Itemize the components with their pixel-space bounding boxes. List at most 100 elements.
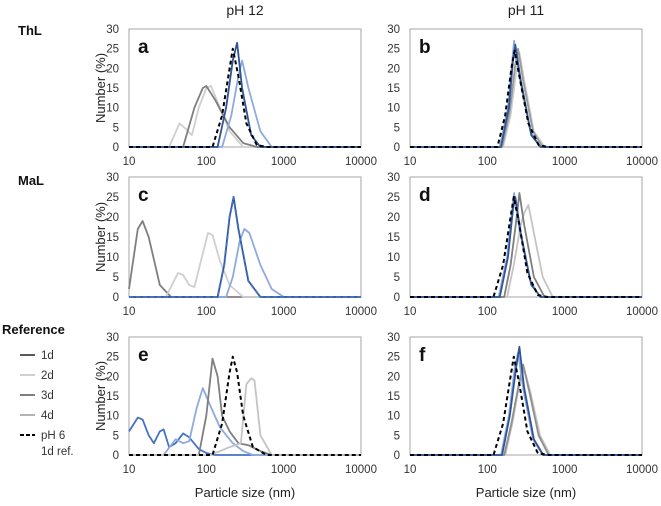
x-tick-label: 10: [404, 306, 417, 318]
x-tick-label: 10000: [626, 306, 658, 318]
x-tick-label: 100: [197, 306, 216, 318]
column-title-ph12: pH 12: [226, 2, 264, 18]
y-tick-label: 15: [106, 232, 119, 244]
series-line-1d: [410, 196, 642, 298]
legend: 1d 2d 3d 4d pH 6 1d ref.: [20, 350, 74, 458]
plot-area: [128, 176, 362, 298]
y-tick-label: 30: [106, 332, 119, 344]
x-tick-label: 10: [404, 156, 417, 168]
legend-label: 3d: [41, 390, 54, 402]
x-tick-label: 1000: [552, 306, 578, 318]
x-tick-label: 10: [123, 306, 136, 318]
x-tick-label: 1000: [552, 156, 578, 168]
y-tick-label: 20: [387, 63, 400, 75]
series-line-3d: [410, 192, 642, 298]
x-tick-label: 100: [197, 464, 216, 476]
x-tick-label: 10000: [345, 464, 377, 476]
y-tick-label: 30: [387, 332, 400, 344]
series-line-ph-6-1d-ref-: [410, 49, 642, 148]
x-tick-label: 10000: [345, 156, 377, 168]
y-tick-label: 0: [113, 292, 119, 304]
panel-letter: c: [138, 185, 149, 206]
series-line-3d: [410, 47, 642, 148]
series-line-ph-6-1d-ref-: [410, 196, 642, 298]
y-tick-label: 30: [106, 172, 119, 184]
y-tick-label: 15: [387, 232, 400, 244]
y-tick-label: 25: [106, 192, 119, 204]
legend-label: pH 6: [41, 430, 65, 442]
y-tick-label: 0: [113, 450, 119, 462]
y-tick-label: 10: [106, 411, 119, 423]
series-line-4d: [129, 59, 361, 148]
y-tick-label: 5: [113, 122, 119, 134]
y-tick-label: 5: [113, 430, 119, 442]
y-tick-label: 10: [106, 103, 119, 115]
panel-b: 0 5 10 15 20 25 30 10 100 1000 10000 b: [387, 24, 658, 168]
y-tick-label: 15: [106, 83, 119, 95]
column-title-ph11: pH 11: [508, 2, 545, 18]
panel-letter: f: [419, 345, 426, 366]
row-label-reference: Reference: [2, 322, 65, 337]
y-tick-label: 15: [387, 83, 400, 95]
panel-letter: b: [419, 37, 431, 58]
series-line-2d: [129, 85, 361, 148]
panel-d: 0 5 10 15 20 25 30 10 100 1000 10000 d: [387, 172, 658, 318]
series-line-ph-6-1d-ref-: [129, 355, 361, 456]
y-tick-label: 30: [387, 172, 400, 184]
y-tick-label: 10: [387, 411, 400, 423]
panel-letter: a: [138, 37, 149, 58]
series-line-4d: [129, 228, 361, 298]
x-tick-label: 10: [123, 156, 136, 168]
row-label-thl: ThL: [18, 23, 42, 38]
legend-label: 4d: [41, 410, 54, 422]
series-line-3d: [129, 85, 361, 148]
series-line-2d: [410, 204, 642, 298]
panel-c: 0 5 10 15 20 25 30 10 100 1000 10000 c Number (%): [93, 172, 377, 318]
panel-letter: d: [419, 185, 431, 206]
series-line-3d: [410, 363, 642, 456]
x-tick-label: 100: [197, 156, 216, 168]
y-tick-label: 15: [106, 391, 119, 403]
row-label-mal: MaL: [18, 173, 44, 188]
y-tick-label: 5: [394, 122, 400, 134]
y-tick-label: 20: [106, 212, 119, 224]
y-tick-label: 20: [387, 371, 400, 383]
legend-label: 1d ref.: [41, 446, 74, 458]
y-tick-label: 10: [387, 252, 400, 264]
panel-e: 0 5 10 15 20 25 30 10 100 1000 10000 e Number (%) Par…: [93, 332, 377, 500]
panel-a: 0 5 10 15 20 25 30 10 100 1000 10000 a Number (%): [93, 24, 377, 168]
legend-label: 2d: [41, 370, 54, 382]
series-line-ph-6-1d-ref-: [129, 196, 361, 298]
x-axis-label: Particle size (nm): [195, 485, 295, 500]
y-tick-label: 10: [387, 103, 400, 115]
panel-f: 0 5 10 15 20 25 30 10 100 1000 10000 f Particle size…: [387, 332, 658, 500]
y-tick-label: 25: [106, 44, 119, 56]
x-axis-label: Particle size (nm): [476, 485, 576, 500]
y-tick-label: 5: [113, 272, 119, 284]
plot-area: [128, 28, 362, 148]
y-tick-label: 20: [106, 371, 119, 383]
y-tick-label: 15: [387, 391, 400, 403]
y-tick-label: 30: [387, 24, 400, 36]
y-tick-label: 20: [106, 63, 119, 75]
y-tick-label: 0: [113, 142, 119, 154]
y-axis-label: Number (%): [93, 53, 108, 123]
y-tick-label: 25: [387, 352, 400, 364]
x-tick-label: 100: [478, 306, 497, 318]
y-tick-label: 30: [106, 24, 119, 36]
x-tick-label: 10000: [345, 306, 377, 318]
y-tick-label: 5: [394, 272, 400, 284]
y-tick-label: 10: [106, 252, 119, 264]
legend-label: 1d: [41, 350, 54, 362]
x-tick-label: 10: [404, 464, 417, 476]
y-tick-label: 25: [387, 44, 400, 56]
x-tick-label: 1000: [271, 306, 297, 318]
y-tick-label: 0: [394, 450, 400, 462]
series-line-ph-6-1d-ref-: [129, 47, 361, 148]
x-tick-label: 10000: [626, 156, 658, 168]
x-tick-label: 100: [478, 156, 497, 168]
panel-letter: e: [138, 345, 149, 366]
series-line-1d: [410, 345, 642, 456]
